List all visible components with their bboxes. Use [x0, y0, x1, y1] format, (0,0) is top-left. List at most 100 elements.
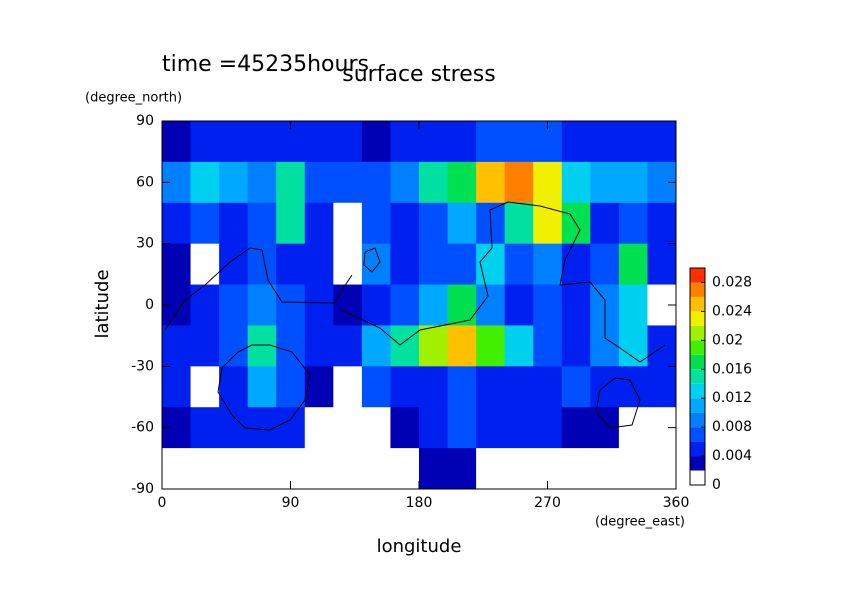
- contour-cell: [276, 407, 306, 449]
- contour-cell: [618, 243, 648, 286]
- contour-cell: [333, 284, 363, 326]
- contour-cell: [476, 366, 506, 408]
- contour-cell: [390, 284, 420, 326]
- contour-cell: [162, 243, 192, 286]
- contour-cell: [447, 407, 477, 449]
- contour-cell: [447, 161, 477, 204]
- contour-cell: [618, 161, 648, 204]
- chart-title: surface stress: [342, 62, 495, 87]
- contour-cell: [419, 121, 449, 163]
- colorbar-swatch: [690, 340, 705, 355]
- contour-cell: [476, 407, 506, 449]
- contour-cell: [304, 243, 334, 286]
- contour-cell: [533, 243, 563, 286]
- contour-cell: [590, 202, 620, 245]
- contour-cell: [419, 161, 449, 204]
- y-tick-label: -90: [131, 481, 154, 497]
- contour-cell: [333, 202, 363, 245]
- contour-cell: [561, 284, 591, 326]
- contour-cell: [419, 325, 449, 367]
- contour-cell: [333, 243, 363, 286]
- contour-cell: [361, 243, 391, 286]
- contour-cell: [190, 202, 220, 245]
- contour-cell: [276, 161, 306, 204]
- colorbar-tick-label: 0.004: [712, 448, 752, 464]
- contour-cell: [647, 121, 677, 163]
- colorbar-swatch: [690, 369, 705, 384]
- contour-cell: [618, 121, 648, 163]
- contour-cell: [333, 448, 363, 490]
- contour-cell: [504, 121, 534, 163]
- contour-cell: [533, 407, 563, 449]
- contour-cell: [162, 202, 192, 245]
- x-tick-label: 0: [158, 495, 167, 511]
- contour-cell: [590, 366, 620, 408]
- chart-subtitle: time =45235hours: [162, 52, 369, 77]
- contour-cell: [247, 202, 277, 245]
- colorbar-tick-label: 0.016: [712, 361, 752, 377]
- contour-cell: [447, 325, 477, 367]
- contour-cell: [361, 448, 391, 490]
- contour-cell: [533, 366, 563, 408]
- y-tick-label: -30: [131, 358, 154, 374]
- contour-cell: [618, 448, 648, 490]
- colorbar-tick-label: 0.024: [712, 303, 752, 319]
- contour-cell: [304, 202, 334, 245]
- contour-cell: [219, 325, 249, 367]
- contour-cell: [504, 325, 534, 367]
- contour-cell: [219, 121, 249, 163]
- contour-cell: [618, 407, 648, 449]
- contour-cell: [333, 366, 363, 408]
- y-unit: (degree_north): [85, 91, 182, 106]
- contour-cell: [419, 366, 449, 408]
- contour-cell: [361, 161, 391, 204]
- contour-cell: [190, 243, 220, 286]
- contour-cell: [190, 325, 220, 367]
- contour-cell: [361, 325, 391, 367]
- contour-cell: [647, 325, 677, 367]
- contour-cell: [504, 202, 534, 245]
- contour-cell: [219, 243, 249, 286]
- contour-cell: [304, 448, 334, 490]
- coastline: [341, 201, 666, 363]
- contour-cell: [333, 121, 363, 163]
- contour-cell: [447, 121, 477, 163]
- contour-cell: [419, 407, 449, 449]
- contour-cell: [504, 407, 534, 449]
- contour-cell: [361, 121, 391, 163]
- colorbar-swatch: [690, 383, 705, 399]
- contour-cell: [219, 407, 249, 449]
- contour-cell: [590, 243, 620, 286]
- colorbar-swatch: [690, 441, 705, 457]
- colorbar-swatch: [690, 282, 705, 297]
- contour-cell: [533, 202, 563, 245]
- contour-cell: [162, 325, 192, 367]
- contour-cell: [618, 202, 648, 245]
- colorbar-swatch: [690, 398, 705, 413]
- contour-cell: [476, 325, 506, 367]
- contour-cell: [504, 161, 534, 204]
- contour-cell: [561, 407, 591, 449]
- colorbar-swatch: [690, 470, 705, 485]
- contour-cell: [304, 284, 334, 326]
- coastlines: [164, 201, 666, 431]
- contour-cell: [390, 243, 420, 286]
- contour-cell: [361, 407, 391, 449]
- colorbar-swatch: [690, 296, 705, 312]
- colorbar-swatch: [690, 456, 705, 471]
- contour-cell: [276, 325, 306, 367]
- contour-cell: [533, 284, 563, 326]
- contour-cell: [361, 366, 391, 408]
- contour-cell: [447, 202, 477, 245]
- contour-cell: [561, 243, 591, 286]
- coastline: [164, 247, 353, 331]
- colorbar-frame: [689, 267, 706, 486]
- y-tick-label: 90: [136, 113, 154, 129]
- contour-cell: [190, 366, 220, 408]
- contour-cell: [219, 284, 249, 326]
- contour-cell: [618, 325, 648, 367]
- colorbar-tick-label: 0.02: [712, 332, 743, 348]
- contour-cell: [533, 325, 563, 367]
- contour-cell: [190, 121, 220, 163]
- contour-cell: [590, 161, 620, 204]
